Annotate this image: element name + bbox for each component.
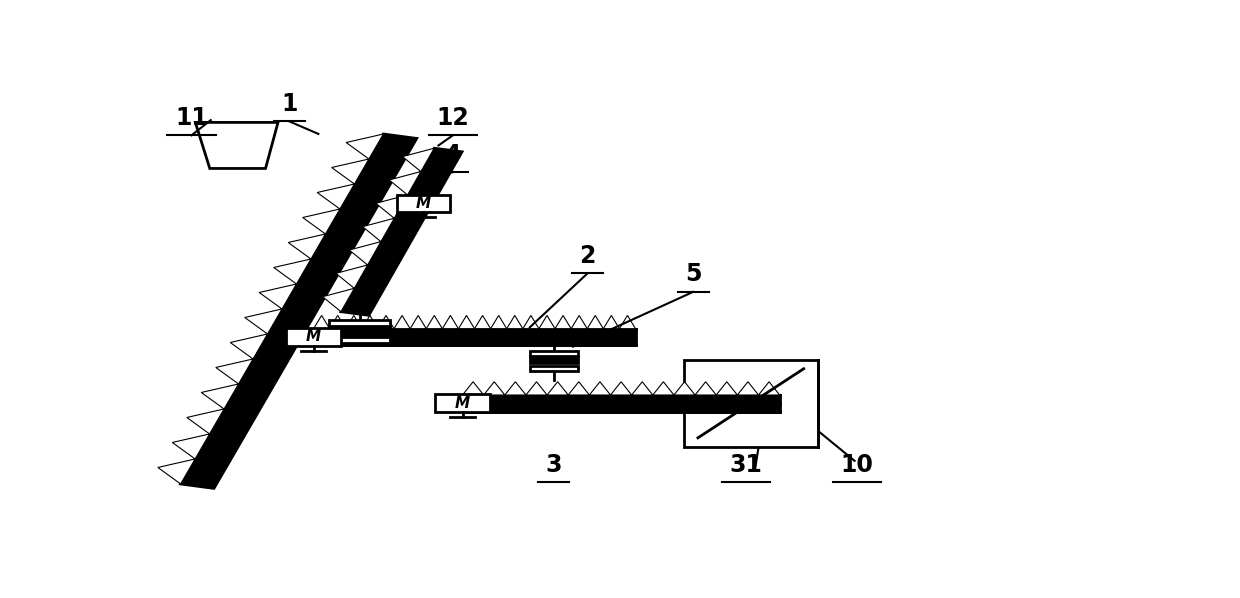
Bar <box>329 326 391 334</box>
Polygon shape <box>459 315 475 329</box>
Polygon shape <box>526 382 547 395</box>
Polygon shape <box>376 195 408 218</box>
Text: 10: 10 <box>839 453 873 477</box>
Polygon shape <box>427 315 443 329</box>
Polygon shape <box>738 382 759 395</box>
Polygon shape <box>317 184 355 209</box>
Text: 3: 3 <box>546 453 562 477</box>
Bar <box>329 337 391 343</box>
Polygon shape <box>187 409 224 434</box>
Text: 1: 1 <box>281 92 298 116</box>
Bar <box>529 356 578 363</box>
Polygon shape <box>350 242 381 265</box>
Bar <box>329 320 391 326</box>
Text: 4: 4 <box>445 143 461 167</box>
Text: M: M <box>455 396 470 411</box>
Polygon shape <box>572 315 588 329</box>
Polygon shape <box>696 382 717 395</box>
Bar <box>314 329 635 345</box>
Polygon shape <box>336 265 367 288</box>
Polygon shape <box>589 382 610 395</box>
Polygon shape <box>157 459 195 484</box>
Bar <box>397 195 450 212</box>
Polygon shape <box>303 209 340 234</box>
Polygon shape <box>507 315 523 329</box>
Text: 2: 2 <box>579 244 595 268</box>
Polygon shape <box>620 315 635 329</box>
Text: 31: 31 <box>729 453 763 477</box>
Polygon shape <box>588 315 604 329</box>
Polygon shape <box>231 334 268 359</box>
Polygon shape <box>330 315 346 329</box>
Text: 5: 5 <box>684 263 702 286</box>
Polygon shape <box>505 382 526 395</box>
Polygon shape <box>463 382 484 395</box>
Polygon shape <box>556 315 572 329</box>
Polygon shape <box>610 382 631 395</box>
Polygon shape <box>547 382 568 395</box>
Text: M: M <box>415 196 430 211</box>
Polygon shape <box>389 172 420 195</box>
Polygon shape <box>341 148 463 315</box>
Polygon shape <box>322 288 355 312</box>
Polygon shape <box>314 315 330 329</box>
Polygon shape <box>443 315 459 329</box>
Polygon shape <box>475 315 491 329</box>
Polygon shape <box>394 315 410 329</box>
Text: 11: 11 <box>175 106 208 130</box>
Polygon shape <box>362 218 394 242</box>
Polygon shape <box>288 234 325 259</box>
Polygon shape <box>539 315 556 329</box>
Polygon shape <box>523 315 539 329</box>
Polygon shape <box>675 382 696 395</box>
Polygon shape <box>604 315 620 329</box>
Polygon shape <box>652 382 675 395</box>
Polygon shape <box>403 148 434 172</box>
Polygon shape <box>378 315 394 329</box>
Polygon shape <box>362 315 378 329</box>
Polygon shape <box>172 434 210 459</box>
Polygon shape <box>331 159 370 184</box>
Polygon shape <box>244 309 281 334</box>
Polygon shape <box>717 382 738 395</box>
Polygon shape <box>259 284 296 309</box>
Bar <box>286 328 341 346</box>
Polygon shape <box>346 315 362 329</box>
Polygon shape <box>631 382 652 395</box>
Polygon shape <box>484 382 505 395</box>
Polygon shape <box>274 259 311 284</box>
Polygon shape <box>216 359 253 384</box>
Bar <box>529 351 578 356</box>
Polygon shape <box>201 384 238 409</box>
Polygon shape <box>568 382 589 395</box>
Bar <box>463 395 780 411</box>
Polygon shape <box>759 382 780 395</box>
Polygon shape <box>181 134 417 489</box>
Polygon shape <box>196 123 278 169</box>
Polygon shape <box>491 315 507 329</box>
Bar <box>435 394 490 412</box>
Text: 12: 12 <box>436 106 469 130</box>
Polygon shape <box>346 134 383 159</box>
Bar <box>683 359 818 447</box>
Bar <box>529 366 578 371</box>
Text: M: M <box>306 329 321 344</box>
Polygon shape <box>410 315 427 329</box>
